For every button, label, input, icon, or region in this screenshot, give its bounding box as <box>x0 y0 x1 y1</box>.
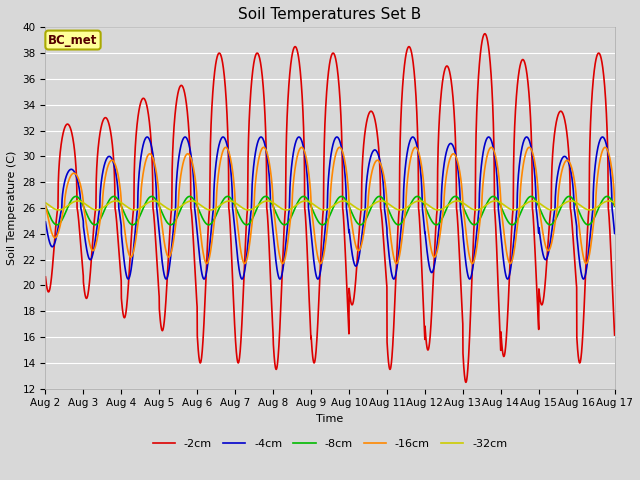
-2cm <box>42 274 49 280</box>
-32cm <box>164 205 172 211</box>
-32cm <box>396 207 404 213</box>
-2cm <box>611 332 618 338</box>
-16cm <box>396 252 403 258</box>
-8cm <box>164 220 172 226</box>
-16cm <box>582 261 590 266</box>
-4cm <box>396 239 404 244</box>
-32cm <box>386 202 394 207</box>
-4cm <box>42 219 49 225</box>
-4cm <box>611 230 618 236</box>
-2cm <box>611 329 618 335</box>
Line: -16cm: -16cm <box>45 147 614 264</box>
-8cm <box>201 219 209 225</box>
-8cm <box>53 222 61 228</box>
-2cm <box>481 31 488 36</box>
Line: -8cm: -8cm <box>45 196 614 225</box>
-8cm <box>611 203 618 209</box>
-32cm <box>201 205 209 211</box>
X-axis label: Time: Time <box>316 414 344 424</box>
-4cm <box>557 158 564 164</box>
-8cm <box>386 210 394 216</box>
-2cm <box>557 108 564 114</box>
-32cm <box>611 200 618 205</box>
-2cm <box>386 366 394 372</box>
-2cm <box>200 311 208 317</box>
-2cm <box>462 379 470 385</box>
-32cm <box>42 200 49 205</box>
-16cm <box>42 203 49 208</box>
-16cm <box>611 203 618 208</box>
Text: BC_met: BC_met <box>48 34 98 47</box>
-16cm <box>164 252 172 258</box>
-16cm <box>200 256 208 262</box>
Line: -32cm: -32cm <box>45 201 614 210</box>
-16cm <box>611 196 618 202</box>
-16cm <box>386 225 394 231</box>
-4cm <box>143 134 151 140</box>
-8cm <box>603 193 611 199</box>
Line: -2cm: -2cm <box>45 34 614 382</box>
-4cm <box>201 276 209 281</box>
-2cm <box>396 179 403 184</box>
-4cm <box>164 273 172 279</box>
-4cm <box>611 229 618 235</box>
-4cm <box>386 260 394 265</box>
-32cm <box>55 207 63 213</box>
-32cm <box>611 200 618 205</box>
Legend: -2cm, -4cm, -8cm, -16cm, -32cm: -2cm, -4cm, -8cm, -16cm, -32cm <box>148 434 512 453</box>
-8cm <box>396 222 404 228</box>
Y-axis label: Soil Temperature (C): Soil Temperature (C) <box>7 151 17 265</box>
-16cm <box>602 144 609 150</box>
-16cm <box>557 175 564 180</box>
-4cm <box>163 276 170 282</box>
-2cm <box>164 272 172 278</box>
-8cm <box>611 204 618 209</box>
-32cm <box>557 203 564 209</box>
-32cm <box>605 198 612 204</box>
-8cm <box>557 205 564 211</box>
-8cm <box>42 204 49 209</box>
Line: -4cm: -4cm <box>45 137 614 279</box>
Title: Soil Temperatures Set B: Soil Temperatures Set B <box>239 7 422 22</box>
